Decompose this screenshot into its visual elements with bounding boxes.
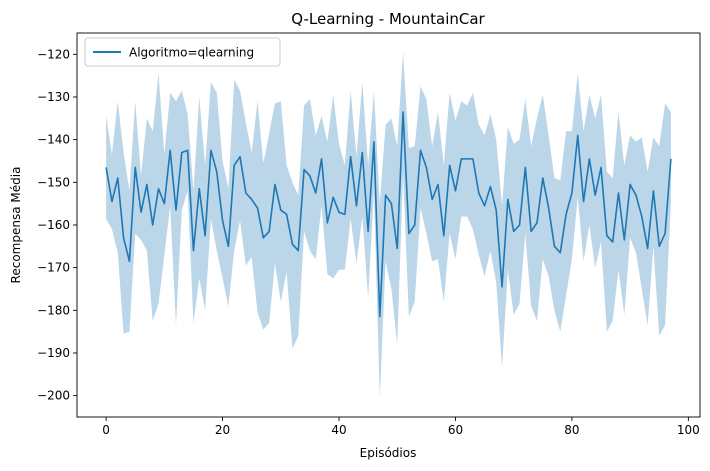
legend-label: Algoritmo=qlearning xyxy=(129,46,254,60)
confidence-band-0 xyxy=(106,52,671,398)
legend-box xyxy=(84,37,281,67)
y-tick-label: −170 xyxy=(37,261,70,275)
y-tick-label: −130 xyxy=(37,90,70,104)
y-tick-label: −150 xyxy=(37,175,70,189)
x-axis-ticks: 0 20 40 60 80 100 xyxy=(102,417,700,437)
confidence-band-layer xyxy=(106,52,671,398)
x-tick-label: 100 xyxy=(677,423,700,437)
x-axis-label: Episódios xyxy=(360,446,417,460)
y-tick-label: −190 xyxy=(37,346,70,360)
y-tick-label: −120 xyxy=(37,47,70,61)
legend: Algoritmo=qlearning xyxy=(84,37,281,67)
x-tick-label: 20 xyxy=(215,423,230,437)
x-tick-label: 60 xyxy=(448,423,463,437)
x-tick-label: 80 xyxy=(564,423,579,437)
y-tick-label: −180 xyxy=(37,303,70,317)
x-tick-label: 40 xyxy=(331,423,346,437)
y-axis-ticks: −120 −130 −140 −150 −160 −170 −180 −190 −200 xyxy=(37,47,77,403)
chart-title: Q-Learning - MountainCar xyxy=(291,10,485,28)
y-tick-label: −160 xyxy=(37,218,70,232)
y-tick-label: −140 xyxy=(37,133,70,147)
y-tick-label: −200 xyxy=(37,389,70,403)
y-axis-label: Recompensa Média xyxy=(9,167,23,284)
series-line-layer xyxy=(105,111,672,318)
x-tick-label: 0 xyxy=(102,423,110,437)
series-line-0 xyxy=(105,111,672,318)
